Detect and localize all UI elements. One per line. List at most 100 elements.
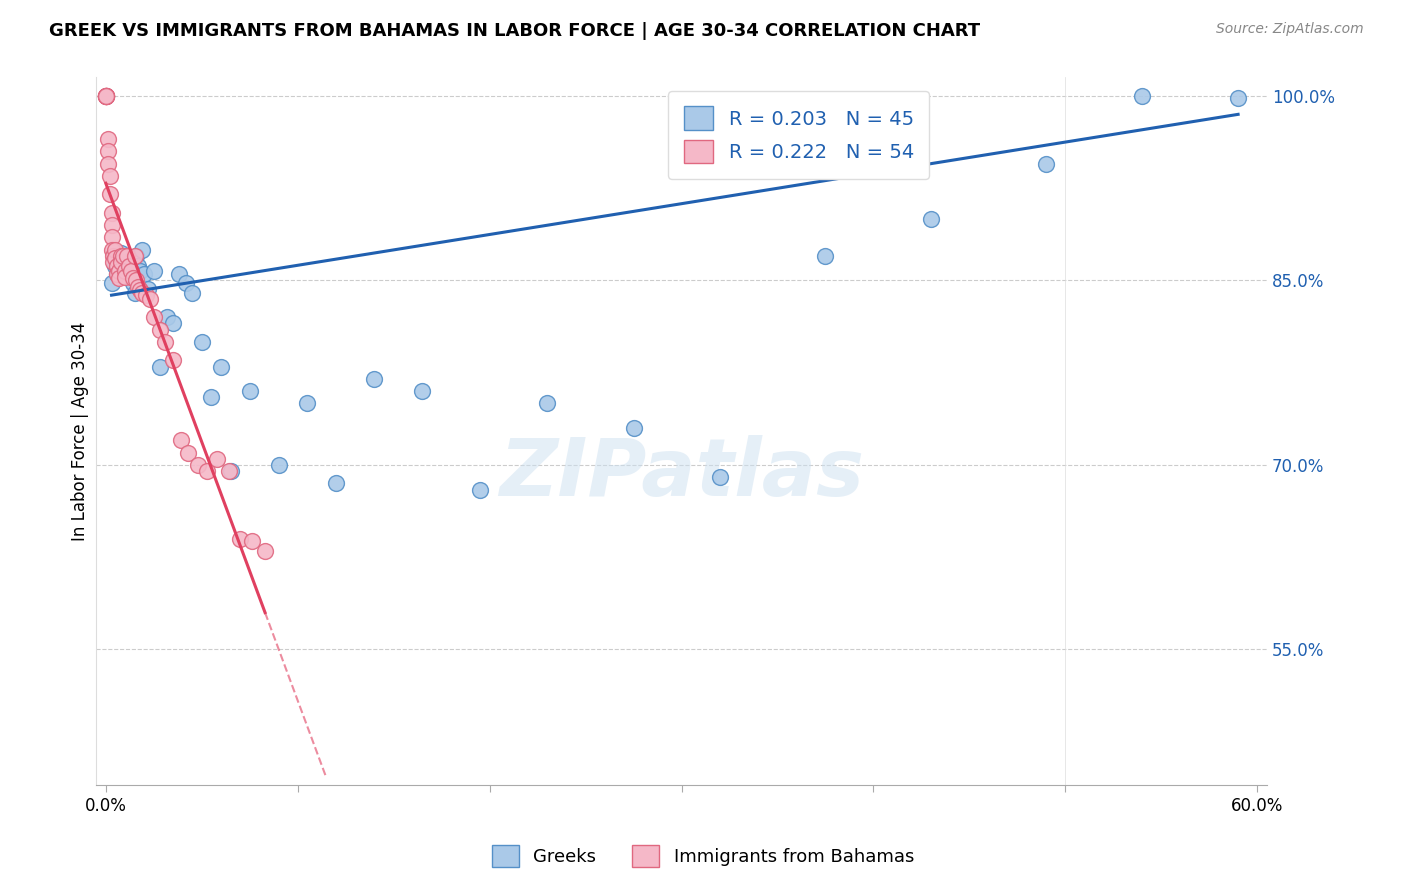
Point [219,464,242,478]
Point [190,334,212,349]
Point [162,353,184,368]
Point [112,255,135,269]
Point [114,269,136,284]
Point [181,285,204,300]
Point [108,271,131,285]
Point [176,276,198,290]
Point [97,156,120,170]
Point [124,285,146,300]
Point [94,89,117,103]
Point [100,218,122,232]
Point [115,249,138,263]
Point [108,263,131,277]
Point [97,145,120,159]
Point [104,259,127,273]
Point [110,249,132,263]
Point [155,334,177,349]
Point [254,544,277,558]
Point [100,206,122,220]
Point [325,476,347,491]
Point [135,288,157,302]
Point [1130,89,1153,103]
Point [129,263,152,277]
Point [98,187,121,202]
Point [94,89,117,103]
Point [114,263,136,277]
Point [177,445,200,459]
Point [94,89,117,103]
Point [94,89,117,103]
Point [468,483,491,497]
Y-axis label: In Labor Force | Age 30-34: In Labor Force | Age 30-34 [72,321,89,541]
Point [125,249,148,263]
Point [200,390,222,404]
Text: GREEK VS IMMIGRANTS FROM BAHAMAS IN LABOR FORCE | AGE 30-34 CORRELATION CHART: GREEK VS IMMIGRANTS FROM BAHAMAS IN LABO… [49,22,980,40]
Point [108,252,131,266]
Point [100,230,122,244]
Point [94,89,117,103]
Point [112,249,135,263]
Point [240,534,263,549]
Point [97,132,120,146]
Point [920,211,942,226]
Point [127,279,149,293]
Point [103,255,125,269]
Point [536,396,558,410]
Point [100,243,122,257]
Point [110,255,132,269]
Point [114,263,136,277]
Legend: Greeks, Immigrants from Bahamas: Greeks, Immigrants from Bahamas [485,838,921,874]
Point [104,243,127,257]
Point [94,89,117,103]
Point [709,470,731,484]
Point [267,458,290,472]
Point [142,263,165,277]
Point [169,434,191,448]
Point [142,310,165,325]
Point [129,283,152,297]
Point [363,372,385,386]
Text: ZIPatlas: ZIPatlas [499,434,865,513]
Point [148,359,170,374]
Point [131,285,153,300]
Point [167,267,190,281]
Point [197,464,219,478]
Point [623,421,645,435]
Point [205,451,228,466]
Point [156,310,179,325]
Point [100,276,122,290]
Point [118,259,141,273]
Point [125,267,148,281]
Point [1227,91,1250,105]
Point [115,249,138,263]
Point [814,249,837,263]
Point [148,323,170,337]
Point [127,259,149,273]
Point [229,532,252,546]
Point [104,252,127,266]
Point [98,169,121,183]
Point [162,317,184,331]
Legend: R = 0.203   N = 45, R = 0.222   N = 54: R = 0.203 N = 45, R = 0.222 N = 54 [668,91,929,179]
Point [131,243,153,257]
Point [239,384,262,398]
Point [120,263,142,277]
Point [411,384,433,398]
Point [209,359,232,374]
Point [1035,156,1057,170]
Point [103,249,125,263]
Point [187,458,209,472]
Point [136,282,159,296]
Point [120,267,142,281]
Point [139,292,162,306]
Point [118,257,141,271]
Text: Source: ZipAtlas.com: Source: ZipAtlas.com [1216,22,1364,37]
Point [121,271,143,285]
Point [105,267,128,281]
Point [134,267,156,281]
Point [110,246,132,260]
Point [297,396,319,410]
Point [94,89,117,103]
Point [94,89,117,103]
Point [218,464,240,478]
